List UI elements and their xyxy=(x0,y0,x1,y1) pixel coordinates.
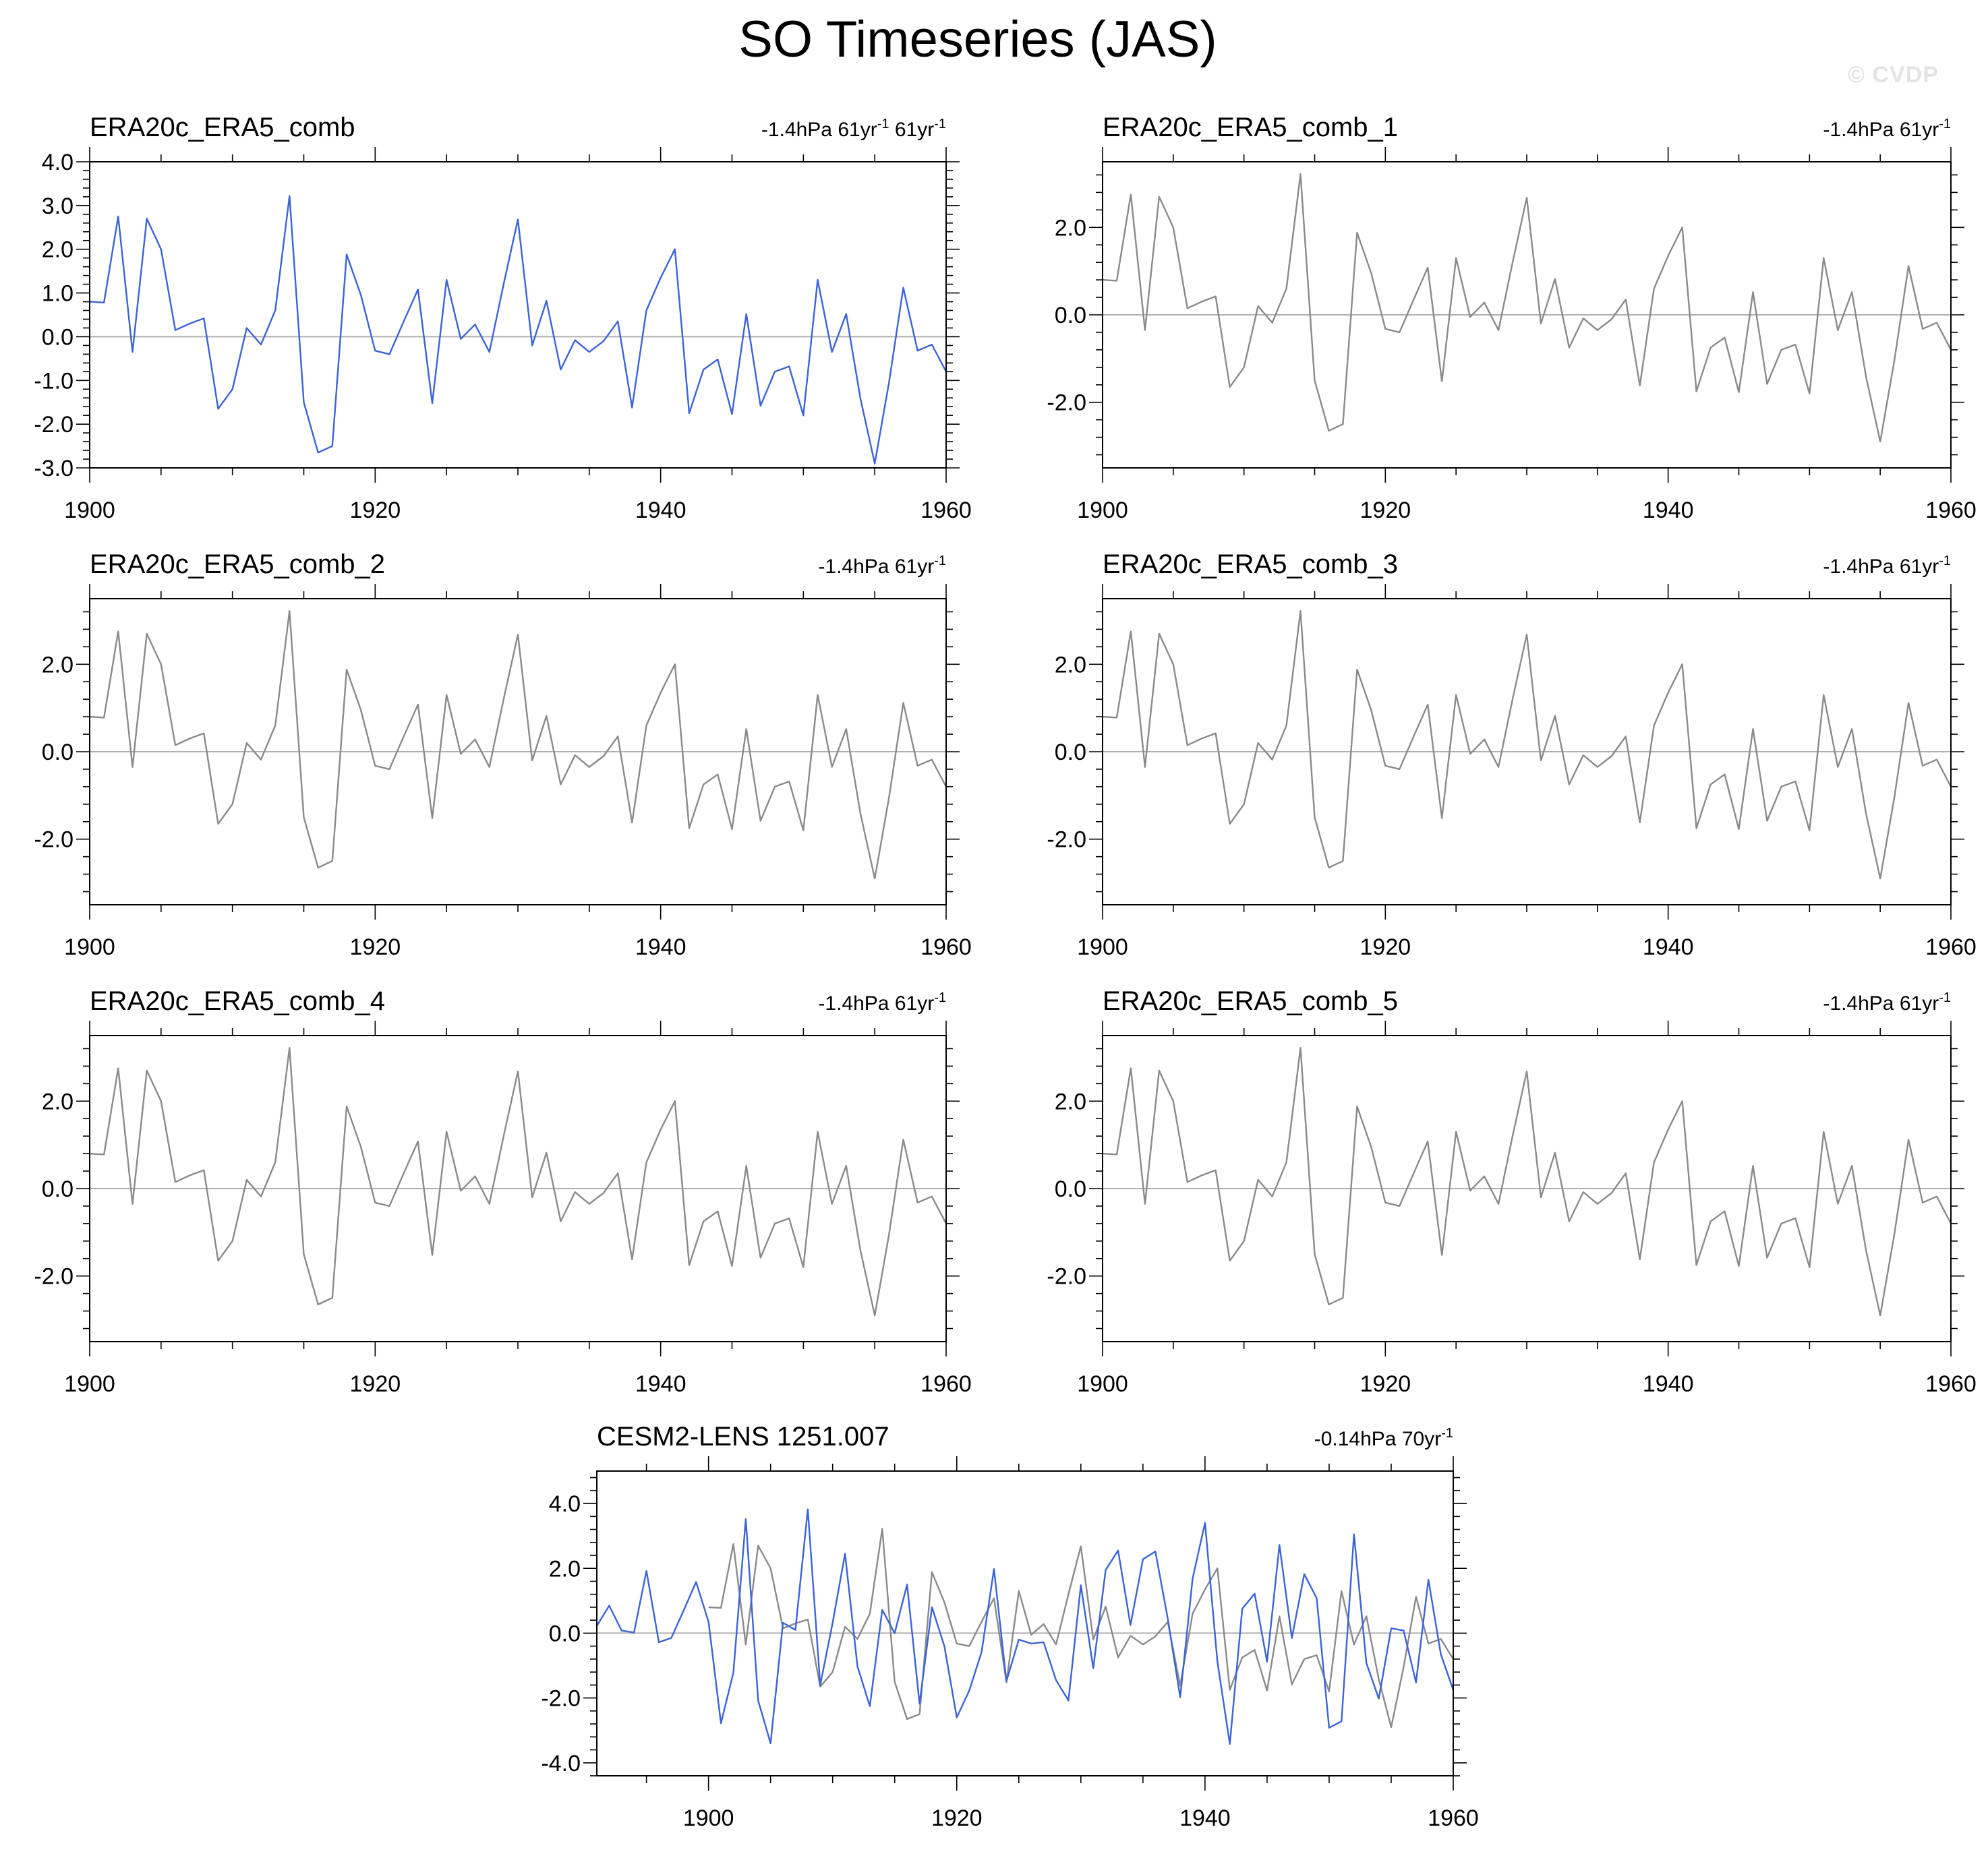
panel-title: ERA20c_ERA5_comb_3 xyxy=(1103,549,1398,579)
x-tick-label: 1900 xyxy=(64,498,115,523)
series-line-1 xyxy=(1102,173,1952,443)
plot-frame xyxy=(89,161,947,469)
y-tick-label: 0.0 xyxy=(42,1176,74,1202)
x-tick-label: 1940 xyxy=(1643,934,1694,960)
x-tick-label: 1900 xyxy=(1077,1371,1128,1397)
y-tick-label: 2.0 xyxy=(42,1089,74,1114)
y-tick-label: -1.0 xyxy=(34,368,74,394)
x-tick-label: 1920 xyxy=(350,1371,401,1397)
chart-panel-2: ERA20c_ERA5_comb_1 -1.4hPa 61yr-1​ 2.0 0.0 -… xyxy=(1047,113,1976,523)
trend-annotation: -1.4hPa 61yr-1​ 61yr-1​ xyxy=(761,117,946,141)
y-tick-label: 2.0 xyxy=(42,652,74,678)
series-line-1 xyxy=(1102,1046,1952,1317)
y-tick-label: 0.0 xyxy=(1055,740,1086,765)
series-line-2 xyxy=(595,1508,1455,1745)
chart-panel-7: CESM2-LENS 1251.007 -0.14hPa 70yr-1​ 4.0 2.… xyxy=(541,1422,1478,1831)
x-tick-label: 1940 xyxy=(635,934,686,960)
x-tick-label: 1940 xyxy=(1643,498,1694,523)
chart-panel-3: ERA20c_ERA5_comb_2 -1.4hPa 61yr-1​ 2.0 0.0 -… xyxy=(34,549,971,960)
x-tick-label: 1920 xyxy=(350,934,401,960)
y-tick-label: -2.0 xyxy=(1047,827,1086,853)
y-tick-label: 0.0 xyxy=(42,740,74,765)
x-tick-label: 1900 xyxy=(1077,934,1128,960)
x-tick-label: 1960 xyxy=(920,498,972,523)
series-line-1 xyxy=(1102,610,1952,880)
series-line-1 xyxy=(708,1528,1455,1729)
panel-title: ERA20c_ERA5_comb_4 xyxy=(90,986,385,1016)
y-tick-label: -2.0 xyxy=(1047,1264,1086,1290)
y-tick-label: 2.0 xyxy=(1055,652,1086,678)
y-tick-label: 0.0 xyxy=(42,324,74,350)
chart-panel-4: ERA20c_ERA5_comb_3 -1.4hPa 61yr-1​ 2.0 0.0 -… xyxy=(1047,549,1976,960)
trend-annotation: -1.4hPa 61yr-1​ xyxy=(1823,117,1951,141)
y-tick-label: 4.0 xyxy=(42,150,74,175)
x-tick-label: 1960 xyxy=(1925,498,1977,523)
x-tick-label: 1960 xyxy=(1925,1371,1977,1397)
y-tick-label: 2.0 xyxy=(1055,215,1086,241)
y-tick-label: 2.0 xyxy=(42,237,74,263)
x-tick-label: 1900 xyxy=(64,934,115,960)
plot-frame xyxy=(596,1470,1454,1776)
y-tick-label: -2.0 xyxy=(1047,390,1086,416)
x-tick-label: 1960 xyxy=(1925,934,1977,960)
y-tick-label: -2.0 xyxy=(34,827,74,853)
x-tick-label: 1940 xyxy=(635,498,686,523)
x-tick-label: 1960 xyxy=(920,1371,972,1397)
chart-panel-6: ERA20c_ERA5_comb_5 -1.4hPa 61yr-1​ 2.0 0.0 -… xyxy=(1047,986,1976,1397)
y-tick-label: -2.0 xyxy=(541,1686,581,1712)
x-tick-label: 1920 xyxy=(931,1805,983,1831)
x-tick-label: 1920 xyxy=(1360,1371,1411,1397)
trend-annotation: -1.4hPa 61yr-1​ xyxy=(1823,990,1951,1015)
x-tick-label: 1900 xyxy=(1077,498,1128,523)
cvdp-watermark: © CVDP xyxy=(1848,62,1939,88)
x-tick-label: 1940 xyxy=(1179,1805,1231,1831)
x-tick-label: 1920 xyxy=(1360,934,1411,960)
y-tick-label: -2.0 xyxy=(34,1264,74,1290)
y-tick-label: 2.0 xyxy=(1055,1089,1086,1114)
chart-panel-5: ERA20c_ERA5_comb_4 -1.4hPa 61yr-1​ 2.0 0.0 -… xyxy=(34,986,971,1397)
x-tick-label: 1900 xyxy=(683,1805,734,1831)
x-tick-label: 1960 xyxy=(1428,1805,1479,1831)
trend-annotation: -1.4hPa 61yr-1​ xyxy=(818,554,946,578)
panel-title: ERA20c_ERA5_comb_2 xyxy=(90,549,385,579)
trend-annotation: -0.14hPa 70yr-1​ xyxy=(1314,1426,1453,1450)
chart-panel-1: ERA20c_ERA5_comb -1.4hPa 61yr-1​ 61yr-1​ 4… xyxy=(34,113,971,523)
y-tick-label: -2.0 xyxy=(34,412,74,438)
y-tick-label: 0.0 xyxy=(1055,303,1086,328)
series-line-1 xyxy=(89,195,947,465)
panel-title: CESM2-LENS 1251.007 xyxy=(597,1422,889,1452)
series-line-1 xyxy=(89,610,947,880)
x-tick-label: 1920 xyxy=(350,498,401,523)
x-tick-label: 1900 xyxy=(64,1371,115,1397)
trend-annotation: -1.4hPa 61yr-1​ xyxy=(1823,554,1951,578)
trend-annotation: -1.4hPa 61yr-1​ xyxy=(818,990,946,1015)
y-tick-label: 0.0 xyxy=(1055,1176,1086,1202)
y-tick-label: 0.0 xyxy=(549,1621,581,1646)
y-tick-label: 3.0 xyxy=(42,193,74,219)
series-line-1 xyxy=(89,1046,947,1317)
y-tick-label: 2.0 xyxy=(549,1556,581,1582)
x-tick-label: 1960 xyxy=(920,934,972,960)
panel-title: ERA20c_ERA5_comb_1 xyxy=(1103,113,1398,142)
x-tick-label: 1940 xyxy=(1643,1371,1694,1397)
y-tick-label: -4.0 xyxy=(541,1751,581,1776)
x-tick-label: 1940 xyxy=(635,1371,686,1397)
panel-title: ERA20c_ERA5_comb_5 xyxy=(1103,986,1398,1016)
panel-title: ERA20c_ERA5_comb xyxy=(90,113,355,142)
y-tick-label: 4.0 xyxy=(549,1491,581,1517)
y-tick-label: -3.0 xyxy=(34,456,74,481)
y-tick-label: 1.0 xyxy=(42,281,74,307)
x-tick-label: 1920 xyxy=(1360,498,1411,523)
figure-title: SO Timeseries (JAS) xyxy=(738,11,1217,68)
